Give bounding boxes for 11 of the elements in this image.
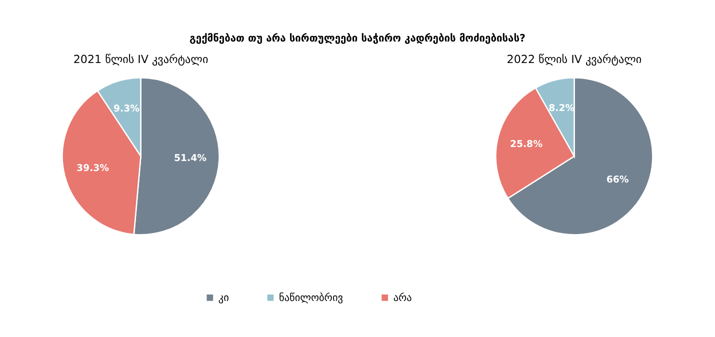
chart-title: გექმნებათ თუ არა სირთულეები საჭირო კადრების მოძიებისას? <box>190 32 526 45</box>
data-label: 39.3% <box>76 162 110 174</box>
legend-label: კი <box>218 293 229 304</box>
data-label: 9.3% <box>114 103 140 114</box>
data-label: 51.4% <box>174 152 208 164</box>
data-label: 66% <box>606 174 630 186</box>
legend-label: არა <box>393 292 412 304</box>
legend-label: ნაწილობრივ <box>279 292 343 304</box>
data-label: 25.8% <box>510 138 544 150</box>
chart-subtitle: 2022 წლის IV კვარტალი <box>506 52 642 66</box>
chart-subtitle: 2021 წლის IV კვარტალი <box>73 52 208 66</box>
